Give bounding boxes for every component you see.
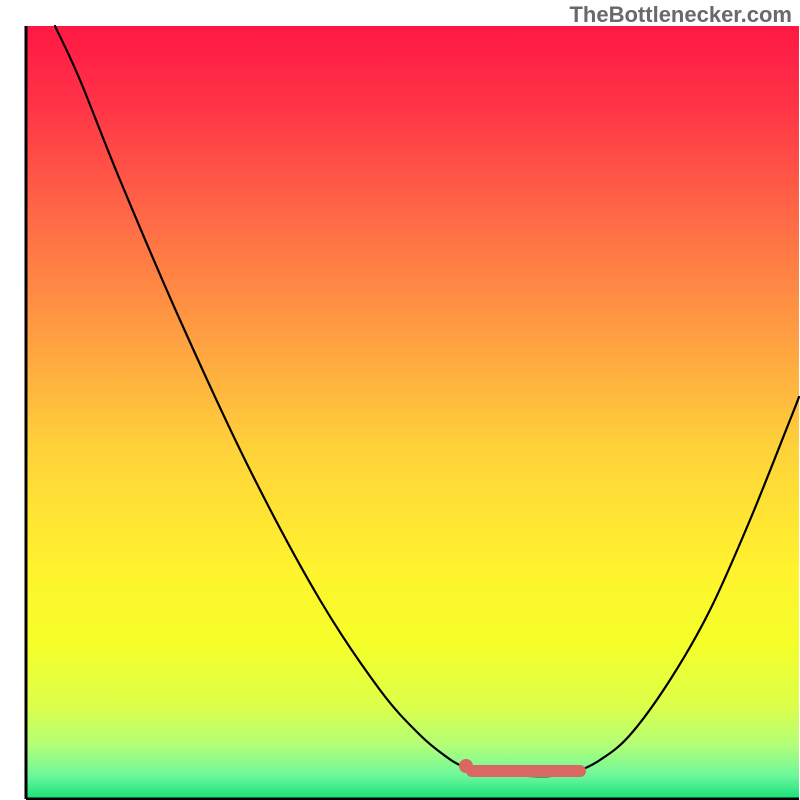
chart-container: TheBottlenecker.com [0, 0, 800, 800]
watermark-text: TheBottlenecker.com [569, 2, 792, 28]
bottleneck-chart [0, 0, 800, 800]
optimal-point-dot [459, 759, 473, 773]
plot-background [26, 26, 799, 799]
